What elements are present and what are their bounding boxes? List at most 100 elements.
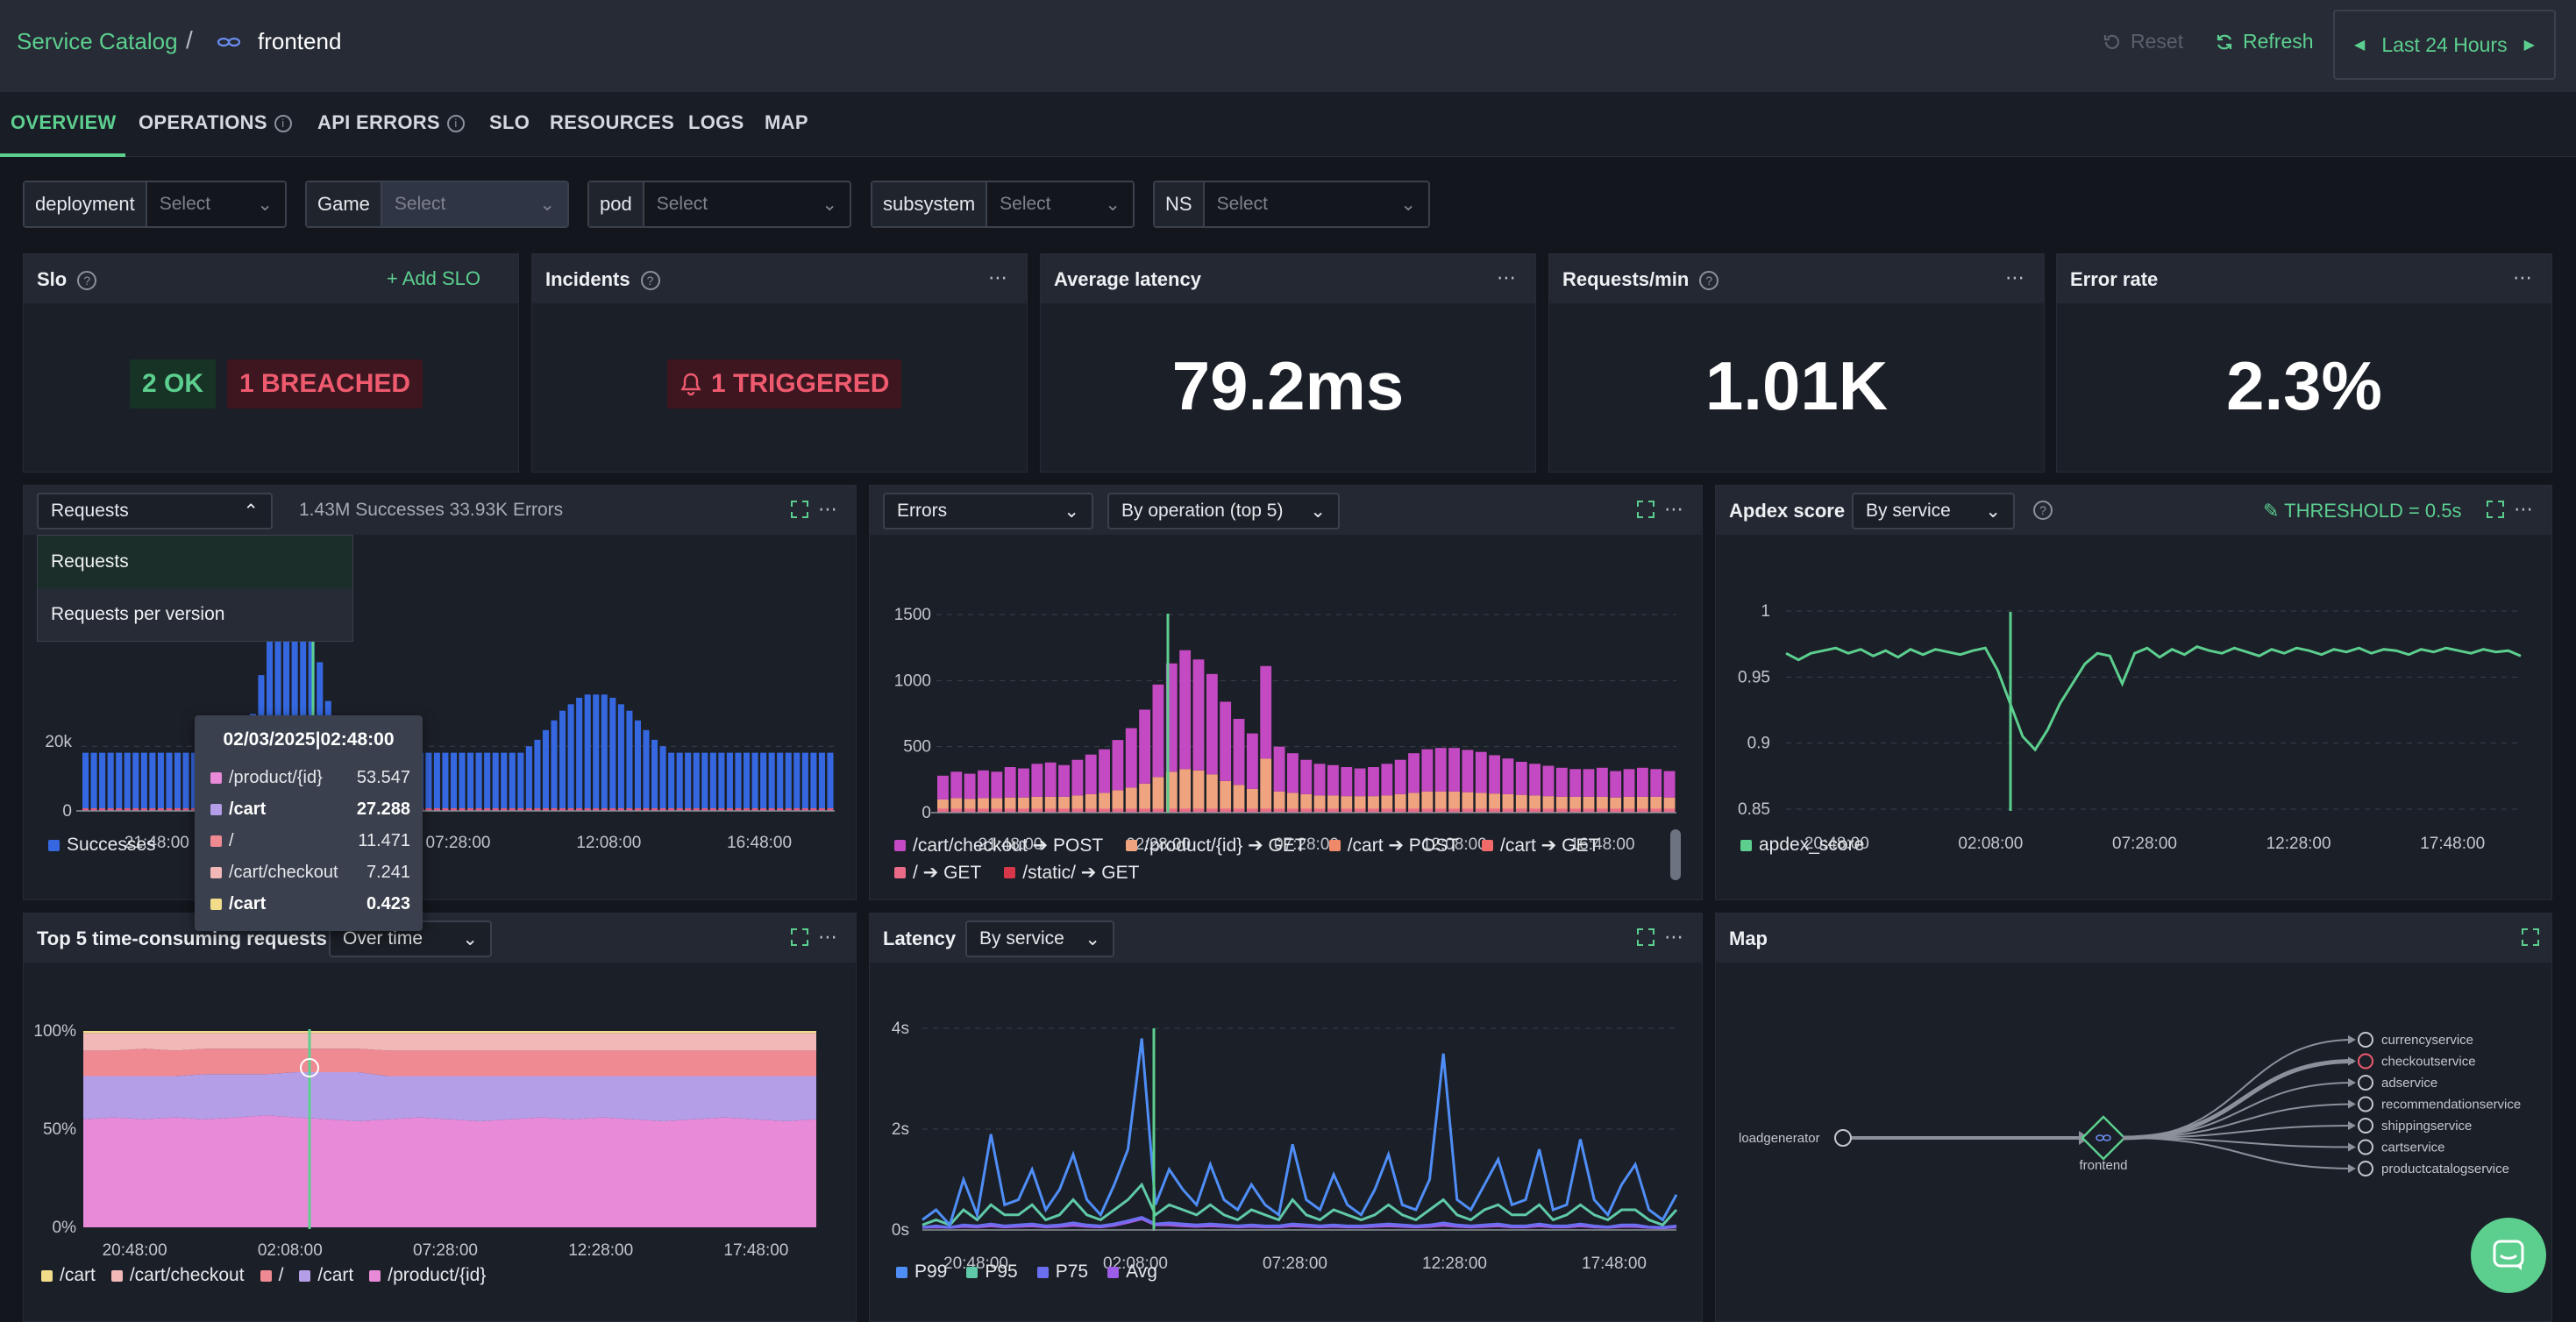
more-menu-icon[interactable]: ⋯ [2513, 267, 2533, 288]
chat-support-button[interactable] [2471, 1218, 2546, 1293]
legend-item[interactable]: /cart/checkout ➔ POST [894, 835, 1103, 856]
hover-point [300, 1058, 319, 1077]
tab-logs[interactable]: LOGS [688, 111, 744, 133]
help-icon[interactable]: ? [1699, 271, 1719, 291]
bar [291, 584, 298, 811]
caret-right-icon[interactable]: ▶ [2523, 38, 2535, 53]
expand-icon[interactable] [1636, 928, 1655, 947]
legend-item[interactable]: /cart [41, 1265, 96, 1286]
dropdown-option-requests-per-version[interactable]: Requests per version [51, 604, 225, 624]
stacked-bar-segment [1421, 808, 1434, 813]
tab-slo[interactable]: SLO [489, 111, 530, 133]
legend-item[interactable]: /cart [299, 1265, 353, 1286]
threshold-edit[interactable]: ✎ THRESHOLD = 0.5s [2263, 500, 2462, 522]
errors-metric-select[interactable]: Errors ⌄ [883, 493, 1093, 530]
dropdown-option-requests[interactable]: Requests [38, 536, 352, 588]
card-header: Incidents? ⋯ [532, 254, 1027, 303]
map-node-label: checkoutservice [2381, 1055, 2476, 1070]
legend-item[interactable]: /cart/checkout [110, 1265, 245, 1286]
expand-icon[interactable] [790, 928, 809, 947]
stacked-bar-segment [1071, 759, 1084, 796]
stacked-bar-segment [964, 808, 976, 813]
legend-item[interactable]: /static/ ➔ GET [1004, 862, 1139, 884]
tooltip-swatch [210, 835, 222, 847]
legend-item[interactable]: Avg [1107, 1262, 1157, 1283]
stacked-bar-segment [1085, 808, 1097, 813]
more-menu-icon[interactable]: ⋯ [1664, 498, 1684, 520]
stacked-bar-segment [964, 773, 976, 800]
card-title: Average latency [1054, 268, 1201, 290]
more-menu-icon[interactable]: ⋯ [1664, 926, 1684, 948]
more-menu-icon[interactable]: ⋯ [818, 926, 838, 948]
add-slo-button[interactable]: + Add SLO [387, 267, 481, 289]
more-menu-icon[interactable]: ⋯ [988, 267, 1008, 288]
errors-groupby-select[interactable]: By operation (top 5) ⌄ [1107, 493, 1340, 530]
slo-ok-badge[interactable]: 2 OK [130, 359, 217, 409]
more-menu-icon[interactable]: ⋯ [1497, 267, 1517, 288]
errors-chart: 0 500 1000 1500 21:48:00 02:28:00 07:28:00 12:0… [894, 606, 1676, 850]
bar-error-segment [668, 808, 675, 811]
slo-breached-badge[interactable]: 1 BREACHED [227, 359, 423, 409]
tab-api-errors[interactable]: API ERRORS i [317, 111, 465, 134]
tab-overview[interactable]: OVERVIEW [11, 111, 117, 133]
info-icon[interactable]: i [274, 115, 292, 133]
legend-item[interactable]: / ➔ GET [894, 862, 981, 884]
legend-scrollbar[interactable] [1670, 829, 1681, 880]
filter-select-deployment[interactable]: Select ⌄ [147, 182, 285, 226]
stacked-bar-segment [1139, 783, 1151, 809]
filter-select-subsystem[interactable]: Select ⌄ [987, 182, 1133, 226]
top5-chart: 0% 50% 100% 20:48:00 02:08:00 07:28:00 12:28:0… [33, 1022, 816, 1260]
stacked-bar-segment [1099, 749, 1110, 793]
time-range-picker[interactable]: ◀ Last 24 Hours ▶ [2333, 10, 2556, 80]
legend-item[interactable]: /cart ➔ GET [1482, 835, 1599, 856]
stacked-bar-segment [1489, 755, 1501, 794]
expand-icon[interactable] [790, 500, 809, 519]
legend-item[interactable]: /product/{id} ➔ GET [1126, 835, 1306, 856]
tab-map[interactable]: MAP [765, 111, 808, 133]
legend-item[interactable]: P99 [896, 1262, 947, 1283]
bar [191, 752, 198, 811]
help-icon[interactable]: ? [2033, 501, 2053, 520]
top-bar: Service Catalog / frontend Reset Refresh… [0, 0, 2576, 92]
filter-select-game[interactable]: Select ⌄ [381, 182, 567, 226]
expand-icon[interactable] [1636, 500, 1655, 519]
more-menu-icon[interactable]: ⋯ [2005, 267, 2025, 288]
tab-resources[interactable]: RESOURCES [550, 111, 675, 133]
more-menu-icon[interactable]: ⋯ [2514, 498, 2534, 520]
tooltip-series-value: 7.241 [366, 862, 410, 882]
legend-item[interactable]: P75 [1036, 1262, 1088, 1283]
filter-select-ns[interactable]: Select ⌄ [1205, 182, 1428, 226]
stacked-bar-segment [1031, 764, 1043, 797]
stacked-bar-segment [991, 808, 1003, 813]
legend-item[interactable]: / [260, 1265, 283, 1286]
bar [149, 752, 156, 811]
refresh-button[interactable]: Refresh [2215, 30, 2314, 53]
caret-left-icon[interactable]: ◀ [2354, 38, 2366, 53]
stacked-bar-segment [1368, 796, 1379, 809]
stacked-bar-segment [1381, 808, 1393, 813]
breadcrumb-service-catalog[interactable]: Service Catalog [17, 28, 178, 54]
legend-item[interactable]: /product/{id} [369, 1265, 486, 1286]
latency-groupby-select[interactable]: By service ⌄ [965, 920, 1114, 957]
legend-item[interactable]: P95 [966, 1262, 1018, 1283]
expand-icon[interactable] [2521, 928, 2540, 947]
bar-error-segment [116, 808, 123, 811]
help-icon[interactable]: ? [77, 271, 97, 291]
bar-error-segment [182, 808, 189, 811]
expand-icon[interactable] [2486, 500, 2505, 519]
legend-item[interactable]: apdex_score [1740, 835, 1864, 856]
filter-select-pod[interactable]: Select ⌄ [644, 182, 850, 226]
reset-button[interactable]: Reset [2103, 30, 2183, 53]
legend-item[interactable]: /cart ➔ POST [1328, 835, 1459, 856]
stacked-bar-segment [1260, 808, 1272, 813]
tab-operations[interactable]: OPERATIONS i [139, 111, 292, 134]
help-icon[interactable]: ? [640, 271, 660, 291]
incidents-triggered-badge[interactable]: 1 TRIGGERED [667, 359, 902, 409]
more-menu-icon[interactable]: ⋯ [818, 498, 838, 520]
apdex-groupby-select[interactable]: By service ⌄ [1852, 493, 2015, 530]
info-icon[interactable]: i [446, 115, 465, 133]
legend-item[interactable]: Successes [48, 835, 156, 856]
x-tick-label: 16:48:00 [1570, 835, 1635, 850]
bar-error-segment [810, 808, 817, 811]
requests-metric-select[interactable]: Requests ⌃ [37, 493, 273, 530]
